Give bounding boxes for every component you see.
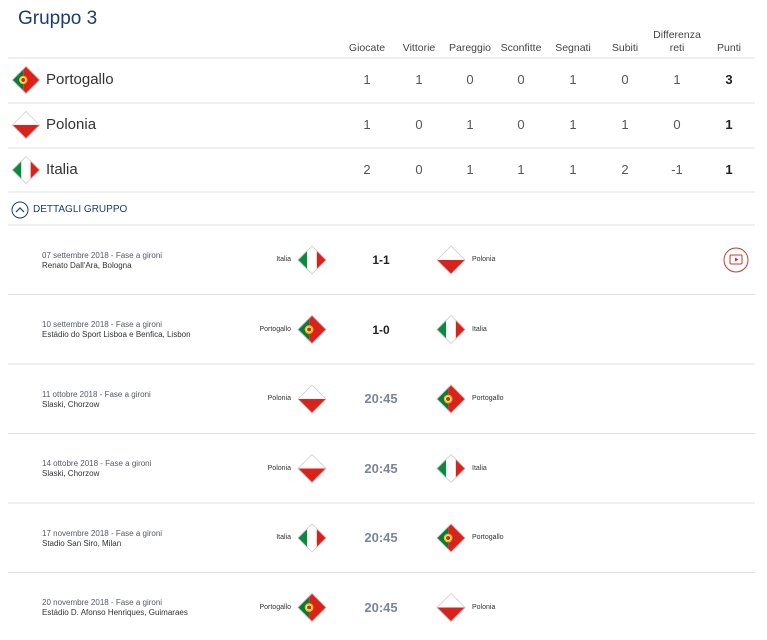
stat: 2 xyxy=(363,162,371,177)
away-team: Italia xyxy=(472,325,487,333)
away-team: Polonia xyxy=(472,256,496,263)
score: 20:45 xyxy=(364,599,398,615)
stat: 1 xyxy=(569,72,577,87)
match-date: 10 settembre 2018 - Fase a gironi xyxy=(42,320,163,329)
column-header: Giocate xyxy=(348,42,386,54)
home-team: Italia xyxy=(276,534,291,541)
team-name: Portogallo xyxy=(46,71,114,88)
match-venue: Slaski, Chorzow xyxy=(42,399,100,409)
match-date: 17 novembre 2018 - Fase a gironi xyxy=(42,528,163,538)
home-team: Portogallo xyxy=(259,325,291,333)
stat: 1 xyxy=(517,162,525,177)
flag xyxy=(12,66,40,94)
flag xyxy=(437,454,466,483)
stat: 0 xyxy=(621,72,629,87)
match-date: 14 ottobre 2018 - Fase a gironi xyxy=(42,459,152,468)
flag xyxy=(298,246,327,275)
column-header: Sconfitte xyxy=(500,42,542,54)
flag xyxy=(437,524,466,553)
away-team: Polonia xyxy=(472,603,496,611)
flag xyxy=(298,593,327,622)
match-date: 20 novembre 2018 - Fase a gironi xyxy=(42,598,163,607)
score: 1-0 xyxy=(372,322,390,337)
stat: 1 xyxy=(363,72,371,87)
home-team: Polonia xyxy=(267,395,291,402)
stat: 1 xyxy=(725,162,733,177)
stat: 1 xyxy=(621,117,629,132)
column-header: Differenza reti xyxy=(653,29,701,54)
stat: 3 xyxy=(725,72,733,87)
home-team: Italia xyxy=(276,256,291,263)
match-venue: Estádio do Sport Lisboa e Benfica, Lisbo… xyxy=(42,330,191,339)
stat: 0 xyxy=(466,72,474,87)
column-header: Subiti xyxy=(611,42,639,54)
column-header: Vittorie xyxy=(402,42,436,54)
stat: 0 xyxy=(517,117,525,132)
stat: 1 xyxy=(673,72,681,87)
stat: 2 xyxy=(621,162,629,177)
toggle-icon[interactable] xyxy=(11,201,29,219)
flag xyxy=(437,246,466,275)
stat: 0 xyxy=(415,117,423,132)
home-team: Portogallo xyxy=(259,603,291,611)
team-name: Polonia xyxy=(46,116,97,133)
score: 20:45 xyxy=(364,460,398,476)
stat: 1 xyxy=(415,72,423,87)
stat: 1 xyxy=(569,162,577,177)
score: 20:45 xyxy=(364,530,398,545)
score: 1-1 xyxy=(372,253,390,267)
away-team: Portogallo xyxy=(472,534,504,541)
flag xyxy=(437,315,466,344)
match-date: 11 ottobre 2018 - Fase a gironi xyxy=(42,389,151,399)
stat: 1 xyxy=(466,117,474,132)
flag xyxy=(12,156,40,184)
stat: 1 xyxy=(466,162,474,177)
details-toggle[interactable]: DETTAGLI GRUPPO xyxy=(33,204,128,215)
column-header: Segnati xyxy=(555,42,591,54)
flag xyxy=(298,315,327,344)
stat: 0 xyxy=(517,72,525,87)
flag xyxy=(298,524,327,553)
match-venue: Slaski, Chorzow xyxy=(42,469,100,478)
column-header: Pareggio xyxy=(448,42,492,54)
flag xyxy=(12,111,40,139)
match-venue: Renato Dall'Ara, Bologna xyxy=(42,260,132,270)
flag xyxy=(437,593,466,622)
match-venue: Estádio D. Afonso Henriques, Guimaraes xyxy=(42,608,188,617)
title: Gruppo 3 xyxy=(18,8,98,29)
flag xyxy=(298,454,327,483)
flag xyxy=(437,385,466,414)
column-header: Punti xyxy=(717,42,741,54)
score: 20:45 xyxy=(364,391,398,406)
video-icon[interactable] xyxy=(723,247,749,273)
home-team: Polonia xyxy=(267,464,291,472)
match-date: 07 settembre 2018 - Fase a gironi xyxy=(42,250,163,260)
stat: 1 xyxy=(569,117,577,132)
away-team: Italia xyxy=(472,464,487,472)
stat: 0 xyxy=(415,162,423,177)
flag xyxy=(298,385,327,414)
stat: 1 xyxy=(363,117,371,132)
team-name: Italia xyxy=(46,161,78,178)
away-team: Portogallo xyxy=(472,395,504,402)
stat: 0 xyxy=(673,117,681,132)
stat: 1 xyxy=(725,117,733,132)
stat: -1 xyxy=(671,162,683,177)
match-venue: Stadio San Siro, Milan xyxy=(42,538,122,548)
